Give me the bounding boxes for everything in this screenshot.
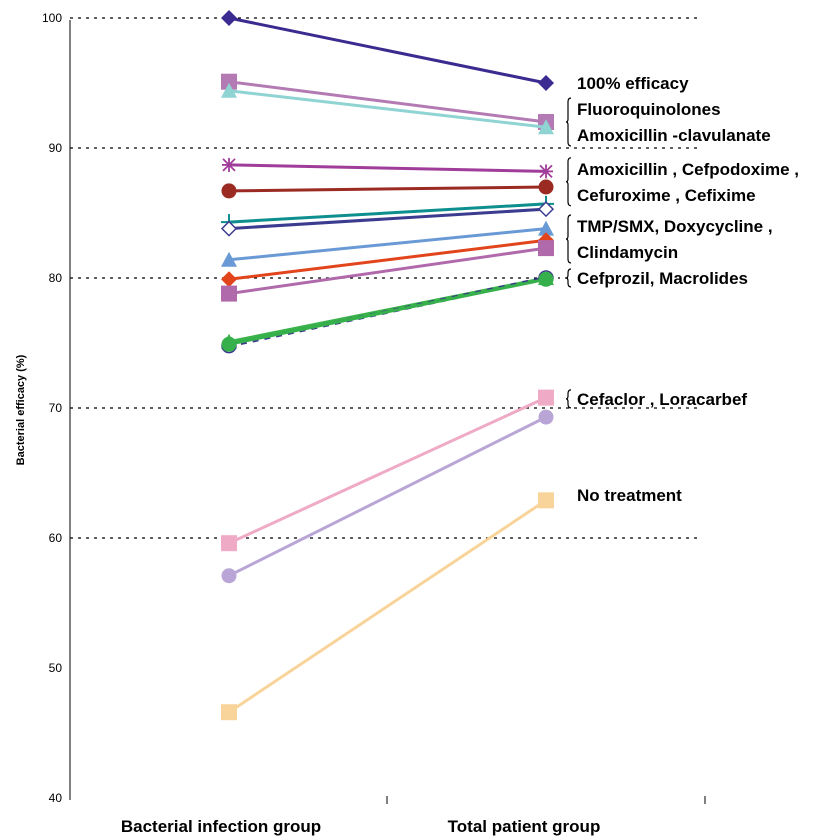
y-tick-label: 100	[42, 11, 62, 25]
annotations: 100% efficacy Fluoroquinolones Amoxicillin…	[565, 74, 799, 505]
series-line	[228, 499, 547, 714]
data-point	[538, 75, 554, 91]
gridlines	[70, 17, 700, 539]
data-point	[538, 389, 554, 406]
data-point	[222, 157, 236, 172]
series	[221, 240, 554, 302]
data-point	[221, 704, 237, 721]
series	[221, 389, 554, 552]
annotation: No treatment	[577, 486, 682, 505]
data-point	[221, 336, 237, 352]
annotation-label: Amoxicillin -clavulanate	[577, 126, 771, 145]
annotation-label: Cefprozil, Macrolides	[577, 269, 748, 288]
series-line	[228, 227, 547, 262]
data-point	[221, 251, 237, 267]
series-line	[228, 80, 547, 124]
series-line	[228, 246, 547, 296]
series	[221, 220, 554, 267]
series-line	[228, 415, 547, 578]
marker-stroke	[222, 158, 236, 172]
series-line	[228, 396, 547, 545]
series	[221, 271, 554, 352]
annotation: Cefaclor , Loracarbef	[565, 389, 747, 409]
data-point	[221, 73, 237, 90]
annotation-label: No treatment	[577, 486, 682, 505]
annotation-label: Cefuroxime , Cefixime	[577, 186, 756, 205]
data-point	[538, 409, 554, 425]
data-point	[539, 164, 553, 179]
series	[221, 492, 554, 721]
series-line	[228, 163, 547, 173]
series-line	[228, 238, 547, 281]
data-point	[538, 179, 554, 195]
data-point	[538, 220, 554, 236]
series-lines	[220, 10, 555, 721]
series-line	[228, 207, 547, 231]
y-tick-label: 60	[49, 531, 63, 545]
series	[221, 179, 554, 199]
annotation-label: TMP/SMX, Doxycycline ,	[577, 217, 773, 236]
series-line	[228, 277, 547, 346]
data-point	[221, 535, 237, 552]
annotation-brace	[565, 157, 572, 207]
data-point	[537, 201, 555, 218]
series	[222, 157, 553, 179]
series	[220, 201, 555, 237]
x-category-label: Total patient group	[448, 817, 601, 836]
data-point	[538, 492, 554, 509]
annotation: TMP/SMX, Doxycycline , Clindamycin	[565, 214, 773, 264]
series-line	[228, 202, 547, 224]
data-point	[221, 285, 237, 302]
y-tick-label: 70	[49, 401, 63, 415]
data-point	[220, 220, 238, 237]
annotation: Cefprozil, Macrolides	[565, 268, 748, 288]
y-tick-label: 50	[49, 661, 63, 675]
data-point	[538, 271, 554, 287]
annotation-label: Cefaclor , Loracarbef	[577, 390, 747, 409]
series	[221, 232, 554, 288]
annotation: Amoxicillin , Cefpodoxime , Cefuroxime , …	[565, 157, 799, 207]
y-axis-label: Bacterial efficacy (%)	[15, 354, 27, 465]
annotation-brace	[565, 97, 572, 147]
series	[221, 82, 554, 135]
annotation-label: Clindamycin	[577, 243, 678, 262]
data-point	[221, 271, 237, 288]
annotation-brace	[565, 268, 572, 288]
y-tick-label: 80	[49, 271, 63, 285]
data-point	[538, 240, 554, 257]
annotation-label: 100% efficacy	[577, 74, 689, 93]
marker-stroke	[539, 164, 553, 179]
data-point	[221, 10, 237, 26]
series-line	[228, 16, 547, 85]
annotation-label: Fluoroquinolones	[577, 100, 721, 119]
x-category-label: Bacterial infection group	[121, 817, 321, 836]
series-line	[228, 185, 547, 193]
annotation: Fluoroquinolones Amoxicillin -clavulanate	[565, 97, 771, 147]
annotation-label: Amoxicillin , Cefpodoxime ,	[577, 160, 799, 179]
y-tick-labels: 40 50 60 70 80 90 100	[42, 11, 62, 805]
series-line	[228, 89, 547, 129]
series	[221, 10, 554, 91]
data-point	[538, 119, 554, 135]
data-point	[221, 82, 237, 98]
annotation-brace	[565, 389, 572, 409]
y-tick-label: 90	[49, 141, 63, 155]
data-point	[221, 183, 237, 199]
annotation-brace	[565, 214, 572, 264]
y-tick-label: 40	[49, 791, 63, 805]
series	[221, 409, 554, 584]
data-point	[221, 568, 237, 584]
annotation: 100% efficacy	[577, 74, 689, 93]
